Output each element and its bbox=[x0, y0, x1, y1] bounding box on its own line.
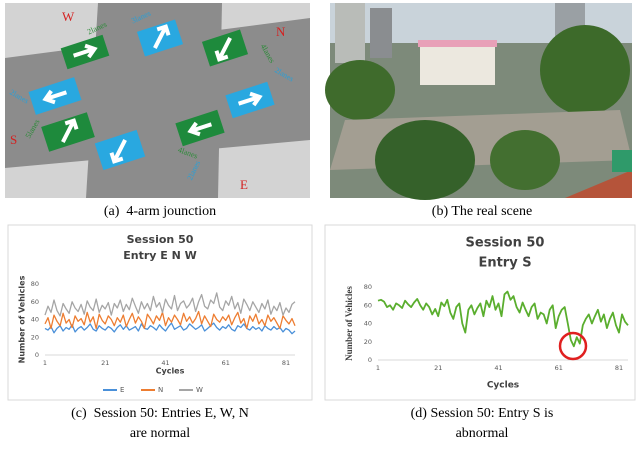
y-axis-label: Number of Vehicles bbox=[18, 275, 27, 363]
junction-diagram: W N S E 2lanes 3lanes 4lanes 2lanes 2lan… bbox=[5, 3, 310, 198]
legend-label: W bbox=[196, 386, 203, 394]
chart-subtitle: Entry S bbox=[478, 256, 531, 271]
scene-photo bbox=[325, 3, 632, 200]
y-tick-label: 60 bbox=[31, 298, 39, 306]
compass-label: E bbox=[240, 177, 248, 192]
caption: (b) The real scene bbox=[432, 204, 532, 219]
y-tick-label: 40 bbox=[31, 316, 39, 324]
chart-title: Session 50 bbox=[127, 233, 194, 246]
x-tick-label: 21 bbox=[101, 359, 109, 367]
caption: are normal bbox=[130, 426, 190, 441]
x-tick-label: 61 bbox=[222, 359, 230, 367]
y-tick-label: 80 bbox=[31, 280, 39, 288]
caption: (d) Session 50: Entry S is bbox=[411, 406, 554, 421]
x-tick-label: 61 bbox=[555, 364, 563, 372]
chart-frame bbox=[325, 225, 635, 400]
x-tick-label: 1 bbox=[43, 359, 47, 367]
caption: (c) Session 50: Entries E, W, N bbox=[71, 406, 249, 421]
y-axis-label: Number of Vehicles bbox=[344, 286, 354, 361]
chart-title: Session 50 bbox=[466, 236, 545, 251]
y-tick-label: 0 bbox=[35, 351, 39, 359]
x-tick-label: 81 bbox=[615, 364, 623, 372]
figure: W N S E 2lanes 3lanes 4lanes 2lanes 2lan… bbox=[0, 0, 638, 456]
x-tick-label: 21 bbox=[434, 364, 442, 372]
x-axis-label: Cycles bbox=[156, 367, 185, 376]
x-axis-label: Cycles bbox=[487, 381, 519, 391]
compass-label: W bbox=[62, 9, 75, 24]
compass-label: S bbox=[10, 132, 17, 147]
y-tick-label: 20 bbox=[364, 338, 372, 346]
x-tick-label: 41 bbox=[161, 359, 169, 367]
y-tick-label: 80 bbox=[364, 283, 372, 291]
y-tick-label: 40 bbox=[364, 320, 372, 328]
legend-label: E bbox=[120, 386, 124, 394]
legend-label: N bbox=[158, 386, 163, 394]
x-tick-label: 41 bbox=[494, 364, 502, 372]
caption: abnormal bbox=[456, 426, 509, 441]
chart-subtitle: Entry E N W bbox=[123, 249, 197, 262]
y-tick-label: 20 bbox=[31, 333, 39, 341]
x-tick-label: 81 bbox=[282, 359, 290, 367]
caption: (a) 4-arm jounction bbox=[104, 204, 216, 219]
compass-label: N bbox=[276, 24, 286, 39]
y-tick-label: 0 bbox=[368, 356, 372, 364]
x-tick-label: 1 bbox=[376, 364, 380, 372]
y-tick-label: 60 bbox=[364, 301, 372, 309]
